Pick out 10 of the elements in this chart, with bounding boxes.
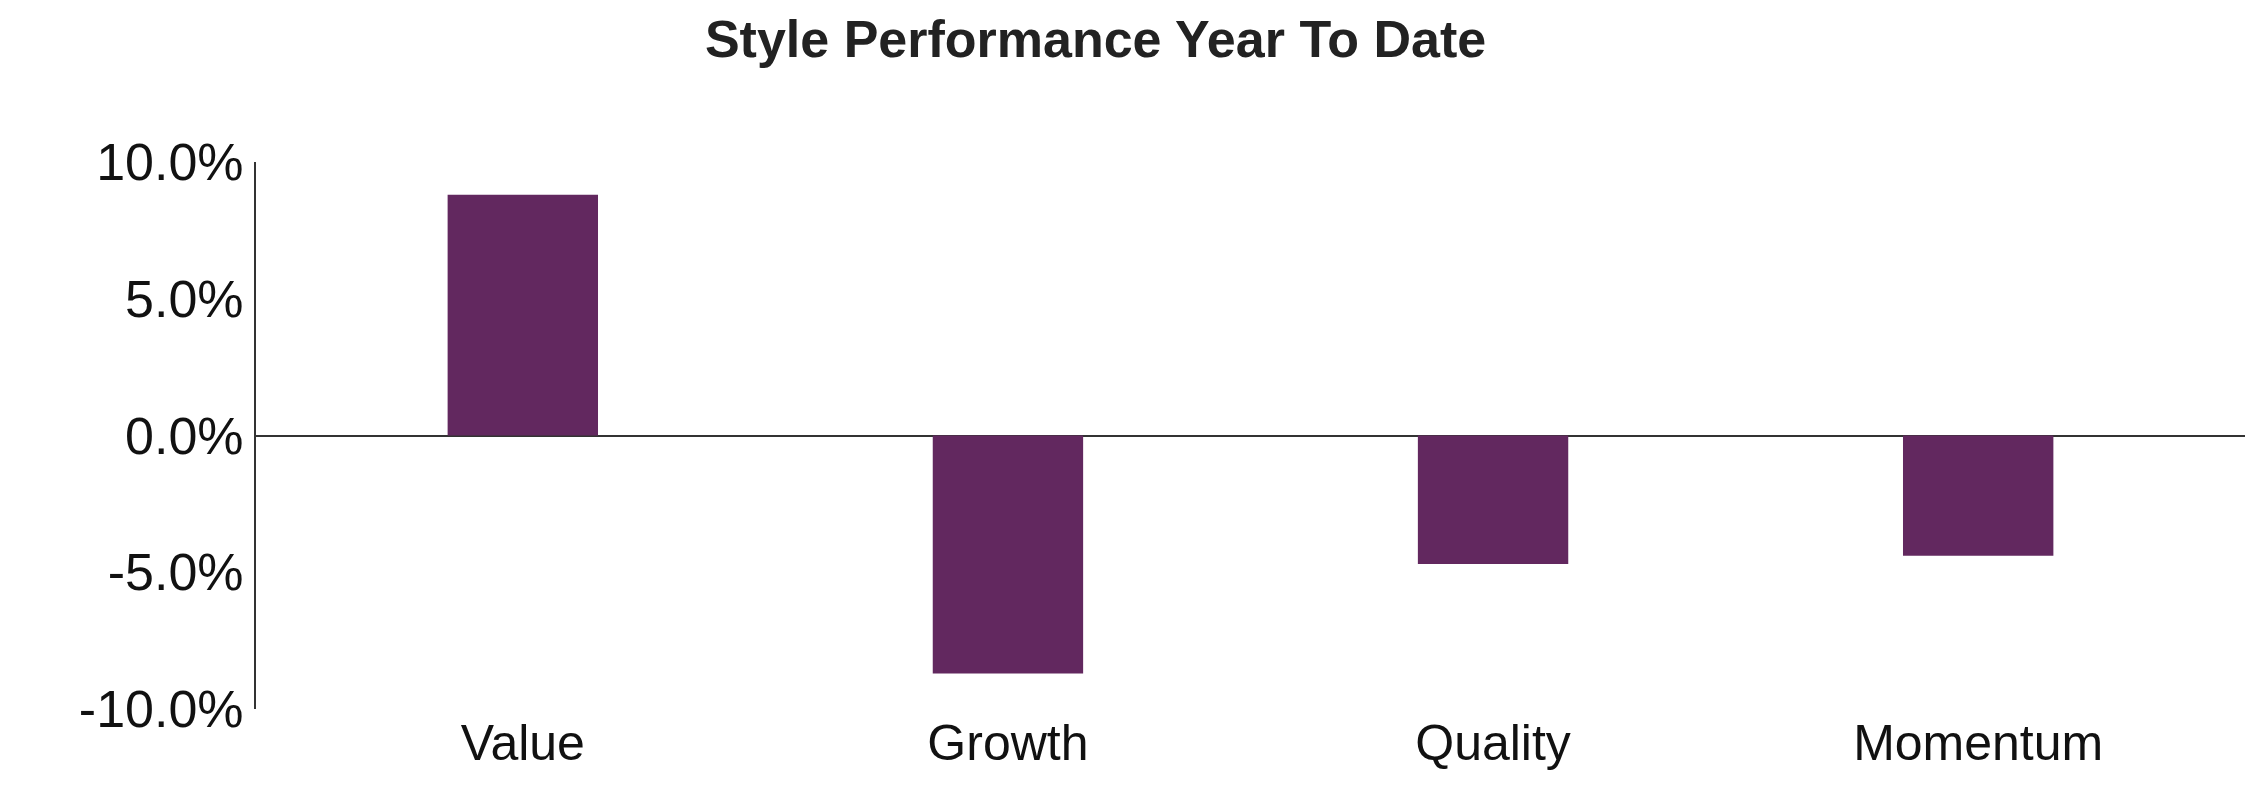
x-tick-label: Value <box>460 715 585 771</box>
y-tick-label: 10.0% <box>96 133 244 192</box>
y-tick-label: 5.0% <box>125 269 244 328</box>
y-tick-label: -5.0% <box>107 543 244 602</box>
y-tick-label: 0.0% <box>125 406 244 465</box>
x-tick-label: Growth <box>927 715 1089 771</box>
chart-title: Style Performance Year To Date <box>704 9 1487 68</box>
x-tick-label: Quality <box>1415 715 1571 771</box>
y-tick-label: -10.0% <box>78 680 244 739</box>
x-tick-label: Momentum <box>1853 715 2104 771</box>
